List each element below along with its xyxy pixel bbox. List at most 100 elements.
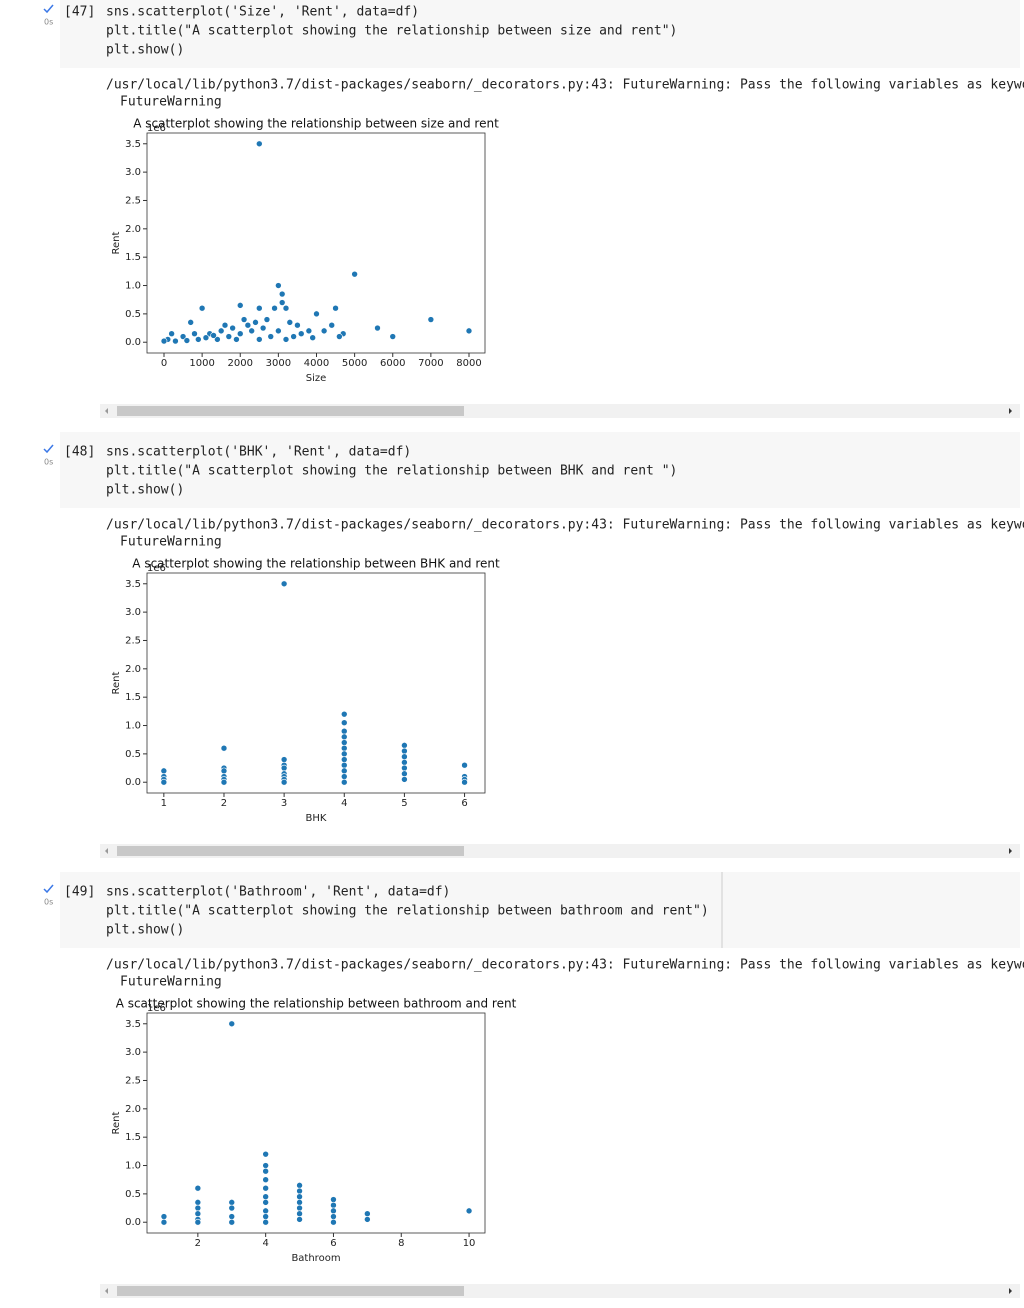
axes-frame — [146, 1012, 486, 1234]
scatter-point — [280, 756, 288, 763]
scatter-point — [280, 778, 288, 786]
code-cell-bg — [60, 432, 1020, 508]
scroll-right[interactable] — [1009, 408, 1012, 414]
scatter-point — [160, 767, 168, 775]
scrollbar-thumb[interactable] — [117, 406, 464, 416]
scatter-point — [340, 778, 348, 786]
scroll-right[interactable] — [1009, 1288, 1012, 1294]
y-tick-label: 1.5 — [125, 692, 141, 703]
scatter-point — [256, 304, 263, 312]
scatter-point — [280, 580, 288, 588]
y-tick-label: 1.5 — [125, 1132, 141, 1143]
scrollbar-thumb[interactable] — [117, 1286, 464, 1296]
scatter-point — [320, 327, 328, 335]
execution-time: 0s — [44, 898, 53, 907]
x-tick-label: 6000 — [380, 358, 405, 369]
code-cell-bg — [60, 0, 1020, 68]
x-tick-label: 2000 — [228, 358, 253, 369]
output-line: /usr/local/lib/python3.7/dist-packages/s… — [106, 78, 1024, 93]
scroll-left[interactable] — [105, 408, 108, 414]
y-axis-label: Rent — [111, 231, 122, 254]
scatter-point — [160, 1213, 168, 1220]
scatter-point — [240, 316, 248, 323]
y-tick-label: 2.0 — [125, 1104, 141, 1115]
scatter-point — [172, 337, 179, 345]
scatter-point — [236, 302, 244, 309]
x-tick-label: 6 — [461, 798, 467, 809]
scatter-point — [262, 1207, 269, 1215]
scatter-point — [401, 742, 408, 749]
scatter-point — [286, 319, 294, 326]
scroll-left[interactable] — [105, 848, 108, 854]
scatter-point — [256, 336, 263, 343]
scatter-point — [330, 1201, 337, 1209]
chart-title: A scatterplot showing the relationship b… — [133, 117, 499, 131]
y-tick-label: 0.0 — [125, 1217, 141, 1228]
scatter-point — [220, 767, 228, 775]
scatter-point — [244, 321, 252, 329]
scatter-point — [275, 327, 282, 335]
scatter-point — [336, 333, 343, 340]
scatter-point — [198, 304, 206, 312]
execution-count: [48] — [64, 445, 95, 460]
code-line: sns.scatterplot('Size', 'Rent', data=df) — [106, 5, 419, 20]
run-status-icon — [43, 884, 54, 894]
scatter-point — [296, 1182, 303, 1189]
scatter-point — [401, 776, 408, 783]
scatter-point — [191, 330, 198, 338]
scatter-point — [179, 333, 187, 340]
scatter-point — [340, 733, 348, 741]
scatter-point — [202, 334, 210, 341]
scatter-point — [160, 1218, 168, 1226]
scatter-point — [278, 299, 286, 306]
chart-title: A scatterplot showing the relationship b… — [116, 997, 517, 1011]
y-axis-label: Rent — [111, 671, 122, 694]
x-axis-label: Bathroom — [291, 1253, 340, 1264]
scatter-point — [297, 330, 305, 338]
scatter-point — [340, 773, 348, 780]
y-tick-label: 0.0 — [125, 777, 141, 788]
scatter-point — [228, 1199, 236, 1206]
scatter-point — [401, 753, 408, 761]
y-offset-label: 1e6 — [147, 123, 166, 134]
output-line: /usr/local/lib/python3.7/dist-packages/s… — [106, 518, 1024, 533]
x-axis-label: Size — [306, 373, 327, 384]
y-tick-label: 2.5 — [125, 1075, 141, 1086]
scroll-right[interactable] — [1009, 848, 1012, 854]
scatter-point — [309, 334, 316, 341]
x-tick-label: 1000 — [189, 358, 214, 369]
run-status-icon — [43, 4, 54, 14]
y-tick-label: 2.5 — [125, 635, 141, 646]
scatter-point — [194, 1204, 202, 1212]
scrollbar-thumb[interactable] — [117, 846, 464, 856]
y-tick-label: 0.5 — [125, 749, 141, 760]
scatter-point — [401, 747, 408, 755]
x-tick-label: 4000 — [304, 358, 329, 369]
y-tick-label: 0.5 — [125, 1189, 141, 1200]
scatter-point — [229, 324, 236, 332]
scatter-point — [225, 333, 233, 340]
x-tick-label: 3000 — [266, 358, 291, 369]
scatter-point — [340, 719, 348, 726]
code-line: plt.title("A scatterplot showing the rel… — [106, 904, 709, 919]
code-line: plt.show() — [106, 483, 184, 498]
scatter-point — [330, 1207, 337, 1215]
output-line: FutureWarning — [120, 535, 222, 550]
scatter-point — [296, 1210, 303, 1218]
scatter-point — [194, 1218, 202, 1226]
scatter-point — [194, 1210, 202, 1218]
scatter-point — [364, 1210, 371, 1218]
y-tick-label: 1.0 — [125, 281, 141, 292]
scatter-point — [183, 337, 191, 344]
scroll-left[interactable] — [105, 1288, 108, 1294]
scatter-point — [389, 333, 397, 340]
code-line: plt.show() — [106, 43, 184, 58]
code-cell-bg — [60, 872, 1020, 948]
scatter-point — [461, 761, 468, 769]
y-offset-label: 1e6 — [147, 1003, 166, 1014]
scatter-point — [313, 310, 320, 318]
x-tick-label: 5000 — [342, 358, 367, 369]
scatter-point — [340, 767, 348, 775]
scatter-point — [248, 327, 255, 335]
